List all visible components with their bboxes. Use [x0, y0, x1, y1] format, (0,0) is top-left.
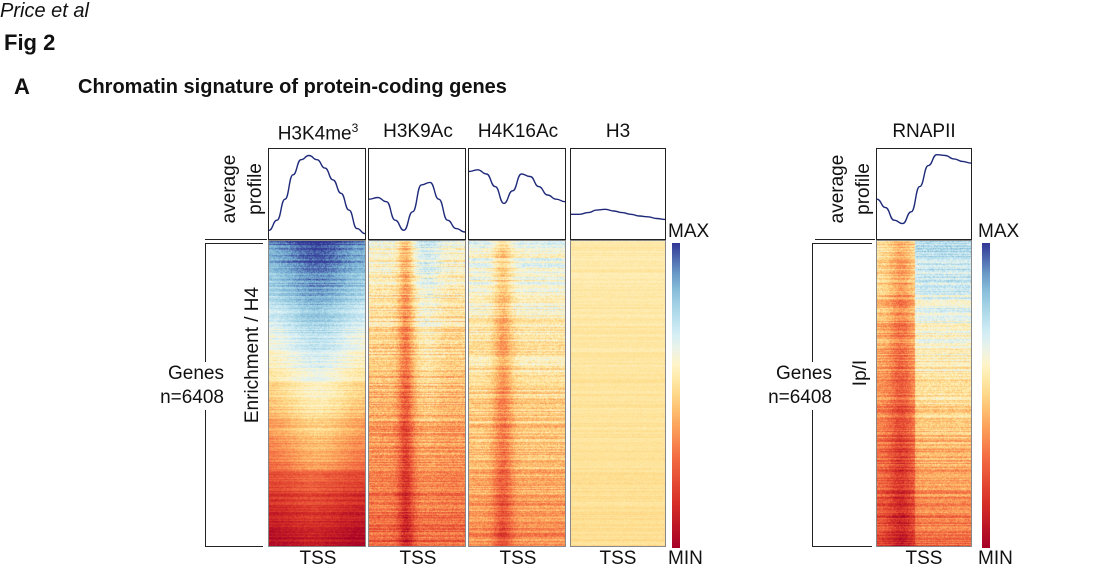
genes-count: n=6408 [160, 387, 224, 408]
color-scale-bar [672, 243, 680, 548]
profile-svg-0 [269, 154, 365, 235]
profile-line-0 [269, 154, 365, 235]
enrichment-axis-label: Enrichment / H4 [240, 260, 266, 450]
title-rnapii: RNAPII [892, 121, 956, 142]
title-h3k9ac: H3K9Ac [383, 121, 453, 142]
heatmap-canvas-3 [571, 241, 665, 546]
color-scale-bar-2 [982, 243, 990, 548]
profile-box-rnapii [876, 148, 972, 240]
profile-line-3 [571, 208, 665, 221]
title-h3: H3 [605, 121, 631, 142]
scale-max-label: MAX [668, 221, 710, 242]
genes-label-left: Genes n=6408 [140, 362, 224, 410]
profile-box-h3k9ac [368, 148, 466, 240]
heatmap-canvas-0 [269, 241, 365, 546]
ipi-axis-label: Ip/I [848, 338, 874, 408]
heatmap-canvas-2 [469, 241, 565, 546]
title-h4k16ac: H4K16Ac [477, 121, 559, 142]
heatmap-canvas-1 [369, 241, 465, 546]
heatmap-rnapii [876, 240, 972, 547]
scale-min-label: MIN [668, 548, 703, 569]
author-label: Price et al [0, 0, 89, 22]
heatmap-h3k9ac [368, 240, 466, 547]
tss-label-h4k16ac: TSS [499, 548, 537, 569]
profile-svg-3 [571, 208, 665, 221]
tss-label-h3k4me3: TSS [299, 548, 337, 569]
profile-svg-1 [369, 181, 465, 233]
profile-box-h3 [570, 148, 666, 240]
tss-label-rnapii: TSS [905, 548, 943, 569]
avg-profile-divider-2 [815, 148, 875, 240]
profile-line-2 [469, 169, 565, 205]
figure-caption: Chromatin signature of protein-coding ge… [78, 76, 507, 98]
profile-box-h4k16ac [468, 148, 566, 240]
avg-profile-divider [205, 148, 267, 240]
genes-count-2: n=6408 [768, 387, 832, 408]
heatmap-h3 [570, 240, 666, 547]
genes-text-2: Genes [776, 363, 832, 384]
genes-text: Genes [168, 363, 224, 384]
panel-letter: A [14, 74, 30, 99]
heatmap-h4k16ac [468, 240, 566, 547]
profile-box-h3k4me3 [268, 148, 366, 240]
scale-max-label-2: MAX [978, 221, 1020, 242]
tss-label-h3k9ac: TSS [399, 548, 437, 569]
profile-svg-2 [469, 169, 565, 205]
profile-line-4 [877, 153, 971, 225]
scale-min-label-2: MIN [978, 548, 1013, 569]
profile-svg-4 [877, 153, 971, 225]
tss-label-h3: TSS [599, 548, 637, 569]
figure-label: Fig 2 [4, 30, 56, 55]
profile-line-1 [369, 181, 465, 233]
genes-label-right: Genes n=6408 [748, 362, 832, 410]
heatmap-canvas-4 [877, 241, 971, 546]
heatmap-h3k4me3 [268, 240, 366, 547]
title-h3k4me3: H3K4me3 [277, 121, 359, 145]
